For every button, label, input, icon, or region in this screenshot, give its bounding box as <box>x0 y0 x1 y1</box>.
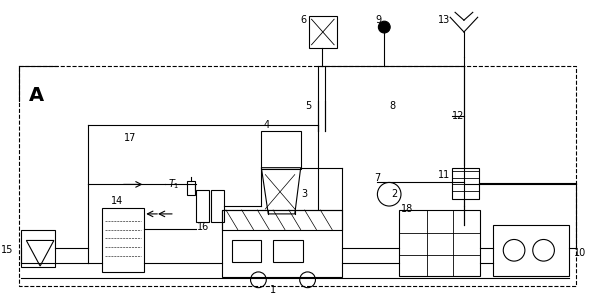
Circle shape <box>378 21 390 33</box>
Text: 4: 4 <box>263 120 269 130</box>
Text: 6: 6 <box>301 15 307 25</box>
Text: $T_1$: $T_1$ <box>168 178 180 191</box>
Bar <box>494 225 569 276</box>
Bar <box>187 181 196 195</box>
Bar <box>102 208 144 272</box>
Bar <box>452 168 479 199</box>
Bar <box>232 240 262 262</box>
Text: 15: 15 <box>1 245 14 255</box>
Text: 11: 11 <box>438 170 451 180</box>
Text: 13: 13 <box>438 15 451 25</box>
Bar <box>197 190 209 222</box>
Text: 16: 16 <box>197 222 210 232</box>
Text: 14: 14 <box>111 196 123 206</box>
Bar <box>222 210 342 277</box>
Text: A: A <box>29 86 44 106</box>
Text: 2: 2 <box>391 189 398 199</box>
Bar <box>309 16 337 48</box>
Text: 3: 3 <box>302 189 308 199</box>
Text: 8: 8 <box>389 101 395 111</box>
Text: 5: 5 <box>306 101 312 111</box>
Text: 18: 18 <box>401 204 413 214</box>
Text: 17: 17 <box>124 133 136 143</box>
Bar <box>262 131 301 169</box>
Bar <box>222 210 342 230</box>
Text: 9: 9 <box>375 15 382 25</box>
Text: 1: 1 <box>270 285 276 295</box>
Text: 7: 7 <box>375 173 380 182</box>
Bar <box>21 230 55 267</box>
Text: 12: 12 <box>452 111 465 120</box>
Bar <box>211 190 224 222</box>
Bar <box>273 240 303 262</box>
Bar <box>399 210 479 276</box>
Text: 10: 10 <box>574 248 586 258</box>
